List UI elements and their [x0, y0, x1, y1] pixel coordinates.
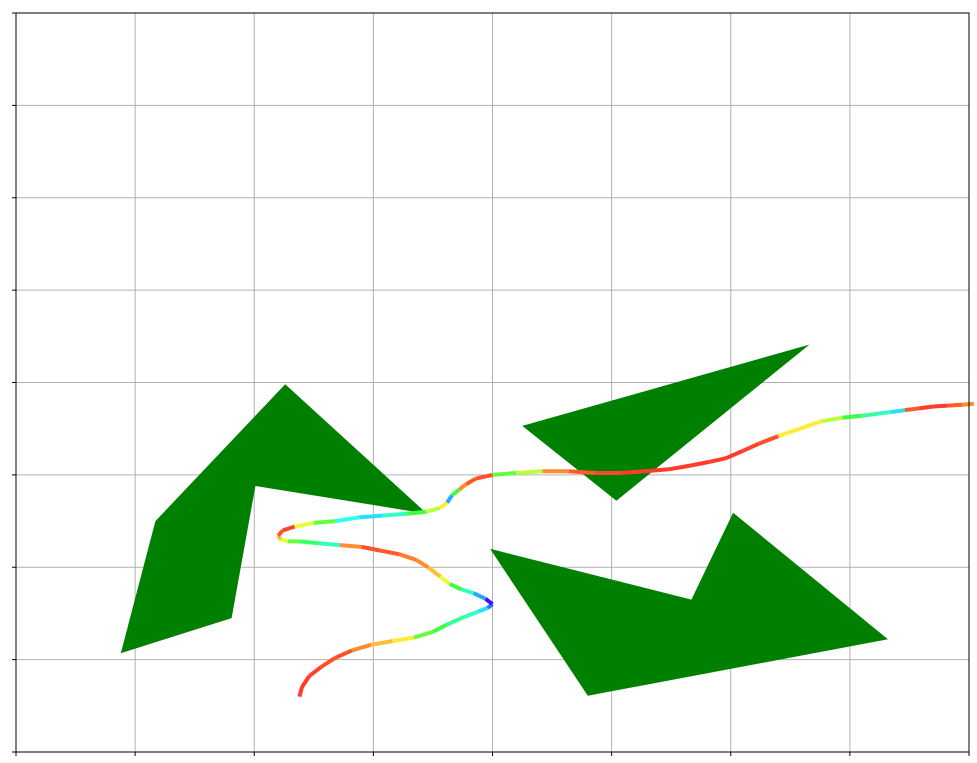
path-segment-50: [621, 469, 646, 475]
path-segment-36: [382, 511, 407, 518]
path-segment-37: [406, 509, 426, 516]
path-segment-25: [318, 541, 341, 548]
path-segment-40: [445, 494, 454, 504]
obstacle-top-right: [522, 344, 810, 501]
path-segment-59: [799, 419, 822, 431]
path-segment-22: [380, 548, 400, 557]
path-segment-56: [741, 441, 761, 453]
path-segment-52: [668, 463, 691, 472]
obstacle-bottom-right: [490, 512, 888, 696]
path-segment-9: [431, 622, 449, 634]
path-segment-10: [446, 615, 465, 627]
path-segment-44: [475, 472, 493, 481]
path-segment-7: [392, 635, 415, 644]
path-segment-66: [918, 404, 934, 411]
path-segment-5: [351, 642, 372, 653]
obstacle-left: [120, 384, 428, 654]
path-segment-21: [398, 552, 417, 562]
path-segment-68: [947, 402, 963, 408]
path-segment-2: [307, 665, 323, 678]
path-segment-16: [460, 587, 474, 596]
path-segment-64: [890, 408, 905, 415]
path-segment-48: [568, 469, 596, 475]
path-segment-24: [339, 543, 362, 549]
trajectory-path: [276, 401, 974, 698]
path-segment-33: [313, 519, 336, 525]
path-segment-39: [438, 501, 449, 510]
path-segment-20: [415, 558, 430, 569]
path-segment-18: [438, 574, 451, 586]
path-segment-65: [904, 406, 920, 413]
obstacles: [120, 344, 888, 696]
path-segment-0: [297, 686, 304, 698]
path-segment-17: [448, 582, 463, 592]
path-segment-8: [413, 629, 434, 640]
path-segment-26: [299, 539, 319, 546]
path-segment-11: [463, 609, 479, 619]
path-segment-34: [334, 515, 360, 524]
path-segment-57: [758, 434, 780, 446]
path-segment-29: [276, 534, 283, 541]
path-segment-19: [426, 565, 442, 579]
path-segment-31: [282, 524, 296, 533]
path-segment-15: [472, 591, 487, 601]
path-segment-46: [516, 469, 543, 475]
path-segment-51: [644, 467, 669, 474]
path-segment-42: [457, 482, 468, 492]
path-segment-38: [425, 506, 441, 514]
path-segment-41: [450, 488, 461, 497]
path-segment-55: [725, 449, 744, 461]
path-segment-61: [842, 413, 862, 420]
path-segment-43: [465, 476, 477, 486]
path-segment-23: [361, 544, 381, 553]
path-segment-67: [933, 403, 948, 409]
path-segment-58: [777, 426, 801, 438]
path-segment-1: [300, 675, 311, 689]
path-segment-30: [276, 529, 285, 538]
path-segment-45: [492, 471, 517, 477]
path-segment-3: [319, 656, 337, 669]
path-segment-6: [370, 639, 393, 647]
axis-ticks: [12, 12, 970, 756]
path-segment-53: [689, 459, 710, 468]
path-segment-69: [961, 401, 974, 407]
path-segment-32: [294, 520, 315, 529]
path-segment-62: [861, 411, 877, 418]
path-segment-63: [875, 410, 891, 416]
path-segment-35: [358, 513, 384, 520]
path-segment-54: [708, 456, 727, 464]
path-segment-14: [484, 597, 494, 606]
path-segment-12: [477, 606, 489, 614]
path-segment-60: [820, 415, 844, 424]
path-segment-4: [334, 648, 353, 660]
path-segment-28: [279, 537, 289, 544]
